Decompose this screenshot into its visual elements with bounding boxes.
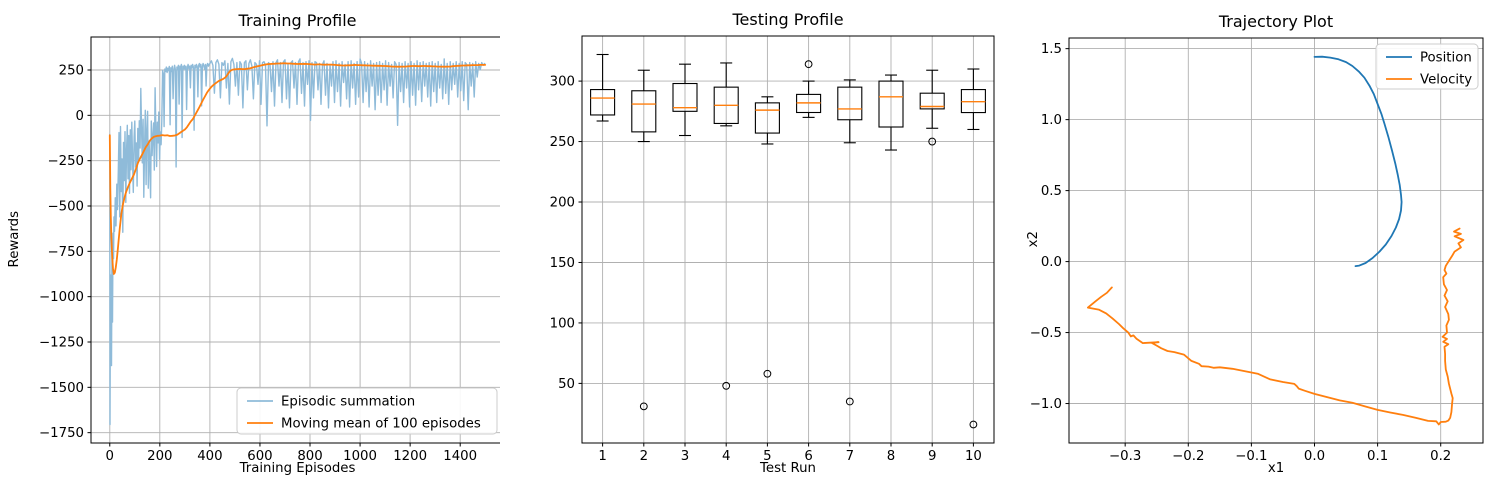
- svg-text:−250: −250: [47, 154, 84, 169]
- svg-text:100: 100: [550, 316, 575, 331]
- svg-text:0.5: 0.5: [1041, 184, 1062, 199]
- svg-text:8: 8: [887, 449, 895, 464]
- svg-text:−1.0: −1.0: [1030, 397, 1062, 412]
- x1-axis-label: x1: [1267, 461, 1285, 476]
- svg-text:150: 150: [550, 256, 575, 271]
- svg-text:−0.2: −0.2: [1172, 449, 1204, 464]
- svg-text:9: 9: [928, 449, 936, 464]
- svg-text:4: 4: [722, 449, 730, 464]
- x2-axis-label: x2: [1026, 231, 1041, 248]
- svg-text:Moving mean of 100 episodes: Moving mean of 100 episodes: [281, 417, 481, 432]
- testing-profile-chart: 1 2 3 4 5 6 7 8 9 10 50 100 150 200 250 300: [550, 35, 995, 464]
- svg-text:−0.1: −0.1: [1235, 449, 1267, 464]
- svg-text:1.5: 1.5: [1041, 42, 1062, 57]
- svg-text:200: 200: [147, 449, 172, 464]
- svg-text:Episodic summation: Episodic summation: [281, 395, 415, 410]
- svg-text:1400: 1400: [443, 449, 477, 464]
- svg-text:−1000: −1000: [39, 290, 84, 305]
- svg-text:800: 800: [297, 449, 322, 464]
- svg-text:0: 0: [76, 109, 84, 124]
- svg-text:−1500: −1500: [39, 381, 84, 396]
- svg-text:−0.3: −0.3: [1109, 449, 1141, 464]
- svg-text:6: 6: [804, 449, 812, 464]
- test-run-axis-label: Test Run: [760, 461, 816, 476]
- svg-text:0: 0: [106, 449, 114, 464]
- svg-text:400: 400: [197, 449, 222, 464]
- svg-text:600: 600: [247, 449, 272, 464]
- svg-text:0.0: 0.0: [1041, 255, 1062, 270]
- svg-text:−750: −750: [47, 245, 84, 260]
- svg-text:3: 3: [681, 449, 689, 464]
- svg-text:7: 7: [846, 449, 854, 464]
- svg-text:0.0: 0.0: [1304, 449, 1325, 464]
- trajectory-plot-chart: −0.3 −0.2 −0.1 0.0 0.1 0.2 −1.0 −0.5 0.0 0.5 1.0 1.…: [1030, 37, 1484, 464]
- svg-text:−0.5: −0.5: [1030, 326, 1062, 341]
- rewards-axis-label: Rewards: [7, 211, 22, 268]
- svg-text:1: 1: [598, 449, 606, 464]
- svg-text:50: 50: [558, 377, 575, 392]
- svg-text:−1750: −1750: [39, 426, 84, 441]
- svg-text:250: 250: [550, 135, 575, 150]
- testing-profile-title: Testing Profile: [732, 10, 844, 29]
- svg-text:0.1: 0.1: [1367, 449, 1388, 464]
- training-profile-title: Training Profile: [238, 11, 357, 30]
- training-profile-chart: 0 200 400 600 800 1000 1200 1400 250 0 −250 −500 −75…: [39, 36, 500, 464]
- svg-text:2: 2: [640, 449, 648, 464]
- svg-text:Position: Position: [1420, 51, 1472, 66]
- svg-text:1000: 1000: [343, 449, 377, 464]
- svg-text:−500: −500: [47, 200, 84, 215]
- svg-text:1.0: 1.0: [1041, 113, 1062, 128]
- svg-text:200: 200: [550, 196, 575, 211]
- svg-text:10: 10: [965, 449, 982, 464]
- svg-text:1200: 1200: [393, 449, 427, 464]
- svg-text:0.2: 0.2: [1430, 449, 1451, 464]
- svg-text:250: 250: [59, 64, 84, 79]
- svg-text:5: 5: [763, 449, 771, 464]
- svg-text:300: 300: [550, 75, 575, 90]
- svg-text:−1250: −1250: [39, 335, 84, 350]
- trajectory-plot-title: Trajectory Plot: [1218, 12, 1334, 31]
- training-episodes-axis-label: Training Episodes: [239, 461, 356, 476]
- svg-text:Velocity: Velocity: [1420, 73, 1472, 88]
